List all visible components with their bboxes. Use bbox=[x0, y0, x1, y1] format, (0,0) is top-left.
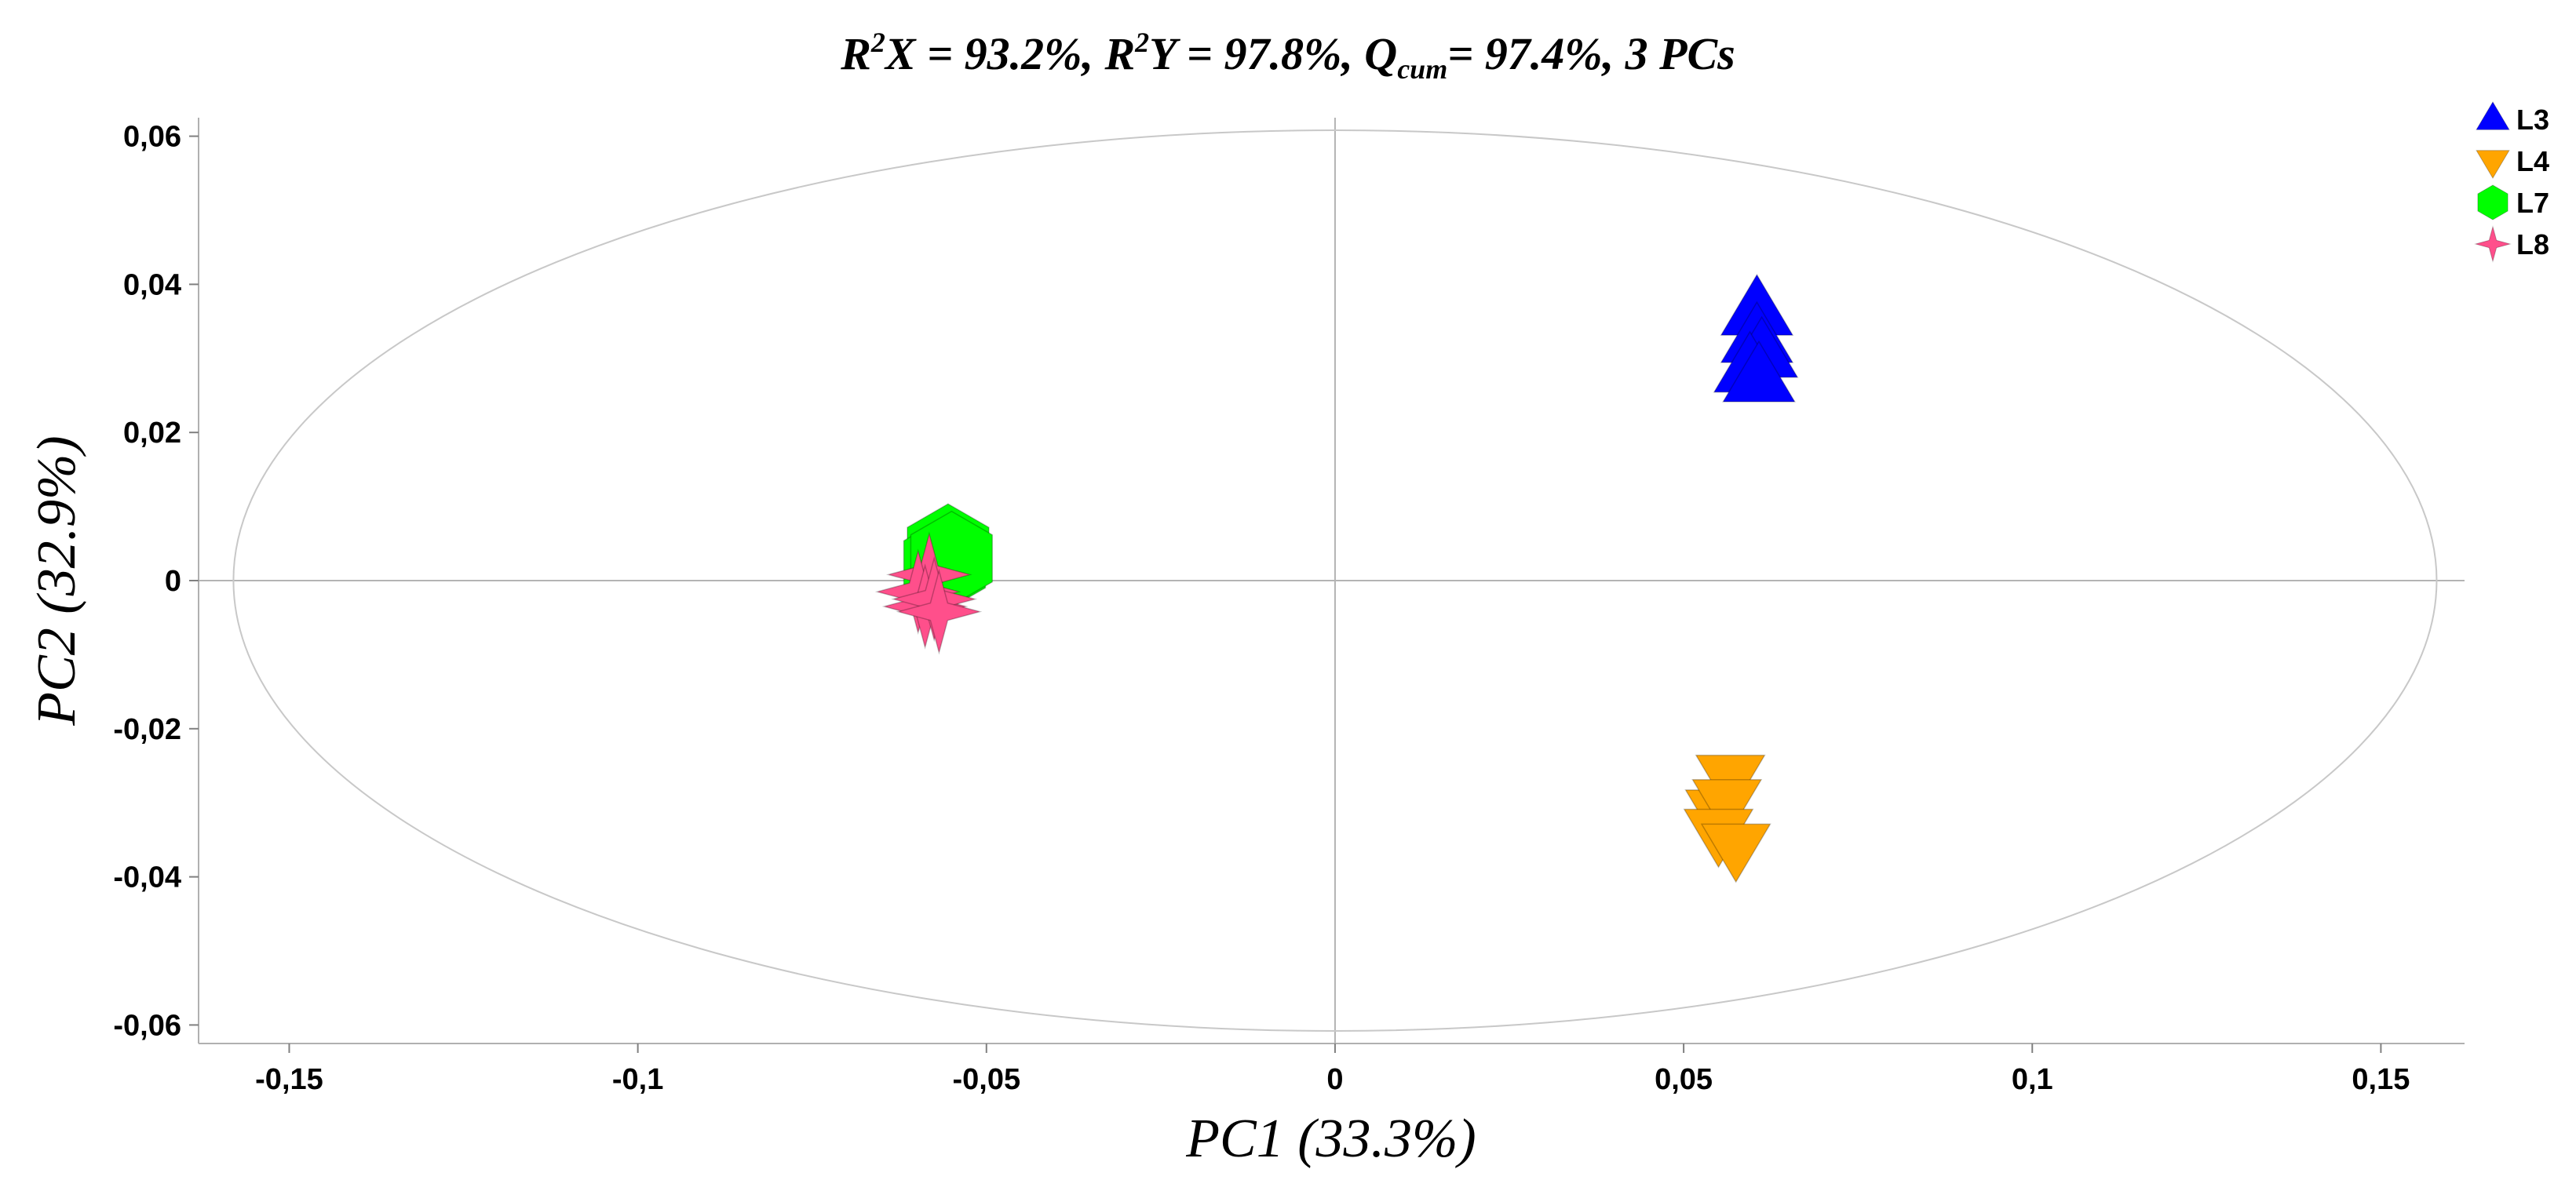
legend-label-l4: L4 bbox=[2516, 145, 2549, 177]
title-q-rest: = 97.4%, 3 PCs bbox=[1447, 28, 1735, 79]
point-l8 bbox=[896, 568, 983, 655]
legend-label-l3: L3 bbox=[2516, 104, 2549, 136]
y-axis-title: PC2 (32.9%) bbox=[27, 435, 87, 726]
legend-swatch-l7 bbox=[2477, 184, 2508, 220]
x-tick-label: 0,05 bbox=[1655, 1063, 1713, 1096]
title-r2y-rest: Y = 97.8%, bbox=[1149, 28, 1364, 79]
legend-item-l8: L8 bbox=[2474, 225, 2549, 263]
series-l4 bbox=[1683, 754, 1771, 883]
y-tick-label: 0,02 bbox=[123, 417, 181, 450]
markers bbox=[874, 273, 1799, 883]
ticks: -0,15 -0,1 -0,05 0 0,05 0,1 0,15 0,06 0,04 0,02 0 -… bbox=[113, 121, 2410, 1096]
y-tick-label: -0,04 bbox=[113, 861, 181, 894]
title-r2x-prefix: R bbox=[840, 28, 871, 79]
legend-swatch-l3 bbox=[2476, 101, 2510, 130]
legend: L3 L4 L7 L8 bbox=[2474, 101, 2549, 263]
point-l3 bbox=[1722, 340, 1796, 402]
legend-swatch-l4 bbox=[2476, 150, 2510, 179]
legend-swatch-l8 bbox=[2474, 225, 2512, 263]
y-tick-label: -0,02 bbox=[113, 713, 181, 746]
point-l4 bbox=[1691, 778, 1763, 839]
title-r2x-rest: X = 93.2%, bbox=[884, 28, 1105, 79]
series-l3 bbox=[1713, 273, 1799, 402]
legend-item-l4: L4 bbox=[2476, 145, 2549, 179]
point-l4 bbox=[1700, 823, 1771, 883]
legend-item-l7: L7 bbox=[2477, 184, 2549, 220]
legend-label-l7: L7 bbox=[2516, 187, 2549, 219]
x-tick-label: -0,05 bbox=[952, 1063, 1020, 1096]
x-tick-label: -0,1 bbox=[612, 1063, 663, 1096]
chart-title: R2X = 93.2%, R2Y = 97.8%, Qcum= 97.4%, 3… bbox=[840, 27, 1735, 85]
x-tick-label: -0,15 bbox=[255, 1063, 323, 1096]
title-r2y-prefix: R bbox=[1104, 28, 1135, 79]
title-r2y-sup: 2 bbox=[1134, 27, 1149, 58]
zero-lines bbox=[199, 118, 2465, 1043]
y-tick-label: 0,04 bbox=[123, 268, 181, 301]
title-q-sub: cum bbox=[1397, 53, 1447, 85]
y-tick-label: -0,06 bbox=[113, 1009, 181, 1042]
y-tick-label: 0,06 bbox=[123, 121, 181, 154]
x-tick-label: 0,15 bbox=[2352, 1063, 2410, 1096]
legend-item-l3: L3 bbox=[2476, 101, 2549, 136]
hotelling-ellipse bbox=[232, 129, 2438, 1032]
y-tick-label: 0 bbox=[165, 565, 181, 598]
x-axis-title: PC1 (33.3%) bbox=[1185, 1109, 1476, 1169]
series-l8 bbox=[874, 531, 983, 655]
legend-label-l8: L8 bbox=[2516, 228, 2549, 260]
x-tick-label: 0,1 bbox=[2012, 1063, 2053, 1096]
x-tick-label: 0 bbox=[1326, 1063, 1343, 1096]
title-r2x-sup: 2 bbox=[870, 27, 885, 58]
title-q-prefix: Q bbox=[1364, 28, 1397, 79]
hotelling-ellipse-layer bbox=[232, 129, 2438, 1032]
